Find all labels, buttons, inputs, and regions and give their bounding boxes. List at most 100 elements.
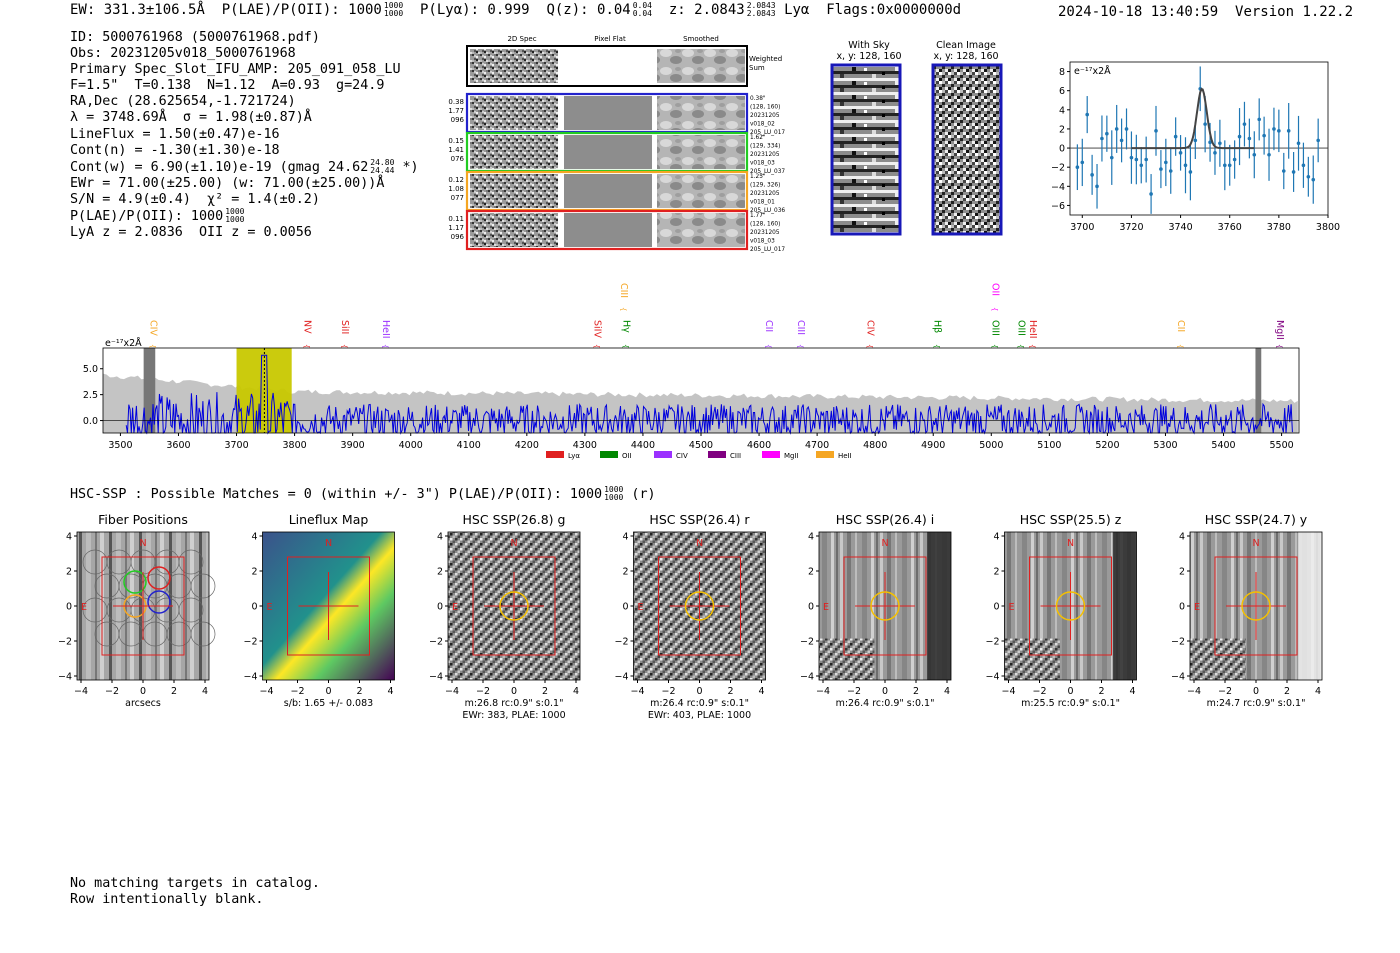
- emission-line-brace: {: [990, 307, 998, 311]
- emission-line-brace: {: [932, 344, 940, 348]
- timestamp-version: 2024-10-18 13:40:59 Version 1.22.2: [1058, 4, 1353, 20]
- fiber-right-info: (128, 160): [750, 222, 780, 228]
- zoom-data-point: [1164, 160, 1168, 165]
- pixelflat-title: Pixel Flat: [594, 35, 626, 43]
- fiber-right-info: 1.77": [750, 213, 766, 219]
- cutout-caption: m:25.5 rc:0.9" s:0.1": [1021, 698, 1120, 709]
- cutout-x-tick-label: 0: [696, 686, 702, 697]
- search-box: [843, 556, 927, 656]
- spectrum-x-tick-label: 4300: [573, 440, 597, 451]
- masked-region: [1255, 348, 1262, 433]
- cutout-x-tick-label: 4: [573, 686, 579, 697]
- cutout-y-tick-label: 4: [251, 532, 257, 543]
- weighted-sum-label: Weighted: [749, 55, 782, 63]
- zoom-y-tick-label: 4: [1059, 105, 1065, 116]
- cutout-y-tick-label: −2: [985, 637, 999, 648]
- spectrum-x-tick-label: 4500: [689, 440, 713, 451]
- spectrum-x-tick-label: 5400: [1211, 440, 1235, 451]
- zoom-data-point: [1100, 136, 1104, 141]
- spectrum-flux-line: [125, 354, 1293, 435]
- fiber-left-stat: 1.17: [448, 224, 464, 232]
- spectrum-x-tick-label: 4800: [863, 440, 887, 451]
- cutout-x-tick-label: −2: [661, 686, 675, 697]
- info-lambda: λ = 3748.69Å σ = 1.98(±0.87)Å: [70, 110, 312, 126]
- zoom-data-point: [1316, 138, 1320, 143]
- zoom-data-point: [1296, 141, 1301, 146]
- hsc-summary: HSC-SSP : Possible Matches = 0 (within +…: [70, 485, 656, 503]
- cutout-y-tick-label: −2: [243, 637, 257, 648]
- zoom-data-point: [1178, 151, 1183, 155]
- east-label: E: [823, 602, 829, 613]
- zoom-data-point: [1306, 174, 1311, 179]
- cutout-x-tick-label: 4: [1315, 686, 1321, 697]
- fiber-right-info: v018_03: [750, 239, 775, 245]
- fiber-right-info: 20231205: [750, 113, 780, 119]
- zoom-y-tick-label: −4: [1051, 182, 1065, 193]
- zoom-plot-frame: [1069, 61, 1329, 216]
- emission-line-label: CII: [1175, 320, 1186, 332]
- cutout-x-tick-label: −4: [816, 686, 830, 697]
- cutout-row: Fiber PositionsNE−4−4−2−2002244arcsecsLi…: [58, 512, 1323, 721]
- full-ylabel: e⁻¹⁷x2Å: [105, 337, 142, 349]
- fiber-right-info: 20231205: [750, 230, 780, 236]
- with-sky-coords: x, y: 128, 160: [836, 51, 901, 62]
- zoom-data-point: [1095, 184, 1099, 189]
- cutout-y-tick-label: 0: [993, 602, 999, 613]
- clean-image: [931, 63, 1003, 236]
- spectrum-x-tick-label: 4200: [515, 440, 539, 451]
- fiber-right-info: 1.62": [750, 135, 766, 141]
- cutout-title: HSC SSP(24.7) y: [1205, 512, 1308, 527]
- legend-label: HeII: [838, 452, 852, 460]
- zoom-data-point: [1119, 138, 1124, 143]
- fiber-frame: [465, 209, 749, 251]
- spectrum-x-tick-label: 3600: [166, 440, 190, 451]
- fiber-left-stat: 096: [451, 233, 465, 241]
- redshift-value: z: 2.0843: [668, 2, 745, 18]
- emission-line-brace: {: [1028, 344, 1036, 348]
- info-radec: RA,Dec (28.625654,-1.721724): [70, 94, 296, 110]
- zoom-data-point: [1168, 169, 1173, 173]
- search-box: [101, 556, 185, 656]
- emission-line-brace: {: [1017, 344, 1025, 348]
- spectrum-x-tick-label: 5200: [1095, 440, 1119, 451]
- fiber-right-info: 205_LU_037: [750, 169, 785, 175]
- fiber-right-info: (128, 160): [750, 105, 780, 111]
- zoom-data-point: [1139, 163, 1144, 168]
- cutout-y-tick-label: 2: [1179, 567, 1185, 578]
- fiber-outline: [178, 549, 204, 575]
- cutout-y-tick-label: −4: [429, 672, 443, 683]
- cutout-x-tick-label: −4: [259, 686, 273, 697]
- fiber-red: [147, 566, 171, 590]
- search-box: [1029, 556, 1112, 656]
- spectrum-x-tick-label: 5300: [1153, 440, 1177, 451]
- cutout-x-tick-label: −2: [1032, 686, 1046, 697]
- cutout-x-tick-label: −2: [290, 686, 304, 697]
- zoom-data-point: [1134, 157, 1139, 162]
- plya-value: P(Lyα): 0.999: [420, 2, 530, 18]
- zoom-data-point: [1267, 152, 1271, 157]
- aperture-circle: [870, 591, 900, 621]
- sky-clean-panels: With Sky x, y: 128, 160 Clean Image x, y…: [830, 40, 1003, 236]
- cutout-y-tick-label: −4: [1171, 672, 1185, 683]
- zoom-x-tick-label: 3760: [1218, 222, 1242, 232]
- footer-line1: No matching targets in catalog.: [70, 876, 320, 891]
- cutout-panel: Fiber Positions N E −4−4 −2 −2 0 0 2 2 4 4 arcsecs: [58, 512, 216, 709]
- cutout-y-tick-label: 4: [622, 532, 628, 543]
- fiber-left-stat: 0.12: [448, 176, 464, 184]
- cutout-panel: HSC SSP(24.7) y N E −4−4 −2 −2 0 0 2 2 4 4 m:24.7 rc…: [1171, 512, 1323, 709]
- zoom-data-point: [1105, 131, 1109, 136]
- fiber-right-info: 205_LU_036: [750, 208, 785, 214]
- search-box: [658, 556, 741, 656]
- search-box: [472, 556, 556, 656]
- cutout-y-tick-label: −4: [985, 672, 999, 683]
- zoom-data-point: [1277, 129, 1281, 133]
- qz-bounds: 0.04 0.04: [632, 1, 652, 18]
- info-id: ID: 5000761968 (5000761968.pdf): [70, 30, 320, 45]
- cutout-y-tick-label: 0: [251, 602, 257, 613]
- cutout-caption: m:24.7 rc:0.9" s:0.1": [1207, 698, 1306, 709]
- east-label: E: [81, 602, 87, 613]
- zoom-data-point: [1208, 140, 1212, 145]
- cutout-noise-corner: [1004, 638, 1060, 680]
- fiber-right-info: (129, 334): [750, 144, 780, 150]
